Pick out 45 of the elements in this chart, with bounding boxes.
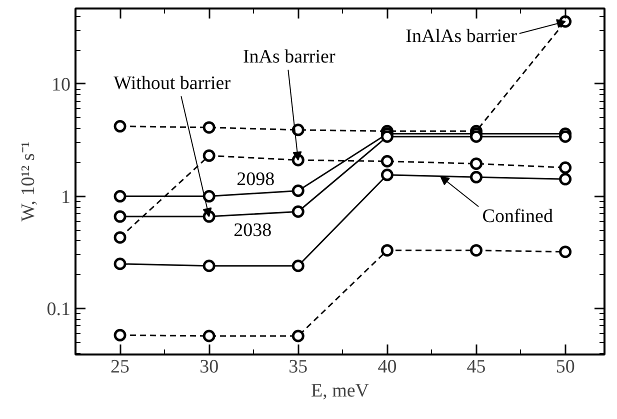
- point: [380, 168, 394, 182]
- point: [114, 190, 126, 203]
- point: [292, 330, 304, 342]
- point: [114, 258, 126, 270]
- point: [292, 260, 304, 272]
- point: [202, 190, 216, 203]
- point: [559, 172, 572, 186]
- point: [559, 161, 572, 174]
- point: [114, 210, 126, 223]
- point: [380, 155, 394, 168]
- x-axis-title: E, meV: [310, 380, 370, 402]
- point: [202, 330, 216, 342]
- point: [559, 130, 572, 143]
- point: [114, 120, 126, 133]
- point: [380, 130, 394, 143]
- annotation: Confined: [482, 206, 554, 227]
- annotation: 2098: [236, 168, 275, 190]
- point: [202, 149, 216, 162]
- annotation: Without barrier: [114, 73, 232, 94]
- x-tick-label: 40: [378, 356, 397, 378]
- point: [114, 328, 126, 342]
- point: [470, 170, 483, 184]
- annotation: 2038: [234, 220, 272, 242]
- x-tick-label: 30: [200, 356, 219, 378]
- x-tick-label: 25: [110, 356, 130, 378]
- point: [202, 260, 216, 272]
- point: [202, 121, 216, 134]
- annotation: InAs barrier: [242, 46, 336, 68]
- point: [380, 244, 394, 257]
- y-tick-label: 1: [61, 186, 70, 208]
- y-tick-label: 10: [52, 74, 70, 96]
- point: [292, 205, 304, 218]
- point: [114, 231, 126, 244]
- x-tick-label: 35: [288, 356, 308, 378]
- x-tick-label: 45: [466, 356, 486, 378]
- x-tick-label: 50: [556, 356, 575, 378]
- annotation: InAlAs barrier: [406, 26, 518, 48]
- y-axis-title: W, 10¹² s⁻¹: [18, 141, 39, 222]
- y-tick-label: 0.1: [46, 299, 70, 320]
- point: [470, 157, 483, 170]
- point: [292, 184, 304, 197]
- point: [470, 130, 483, 143]
- point: [470, 244, 483, 257]
- point: [559, 246, 572, 258]
- point: [292, 124, 304, 136]
